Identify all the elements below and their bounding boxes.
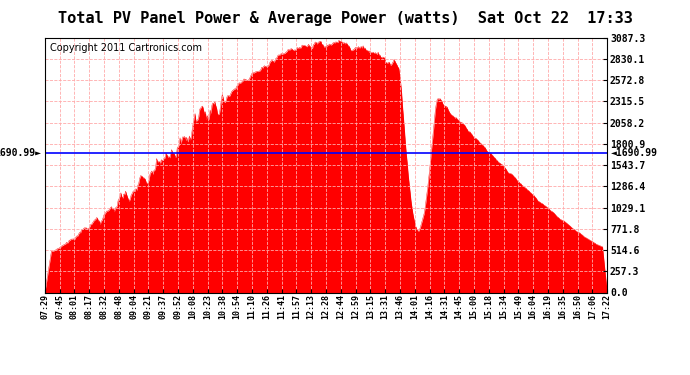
Text: 1690.99►: 1690.99► xyxy=(0,148,41,158)
Text: Copyright 2011 Cartronics.com: Copyright 2011 Cartronics.com xyxy=(50,43,202,52)
Text: ◄1690.99: ◄1690.99 xyxy=(611,148,658,158)
Text: Total PV Panel Power & Average Power (watts)  Sat Oct 22  17:33: Total PV Panel Power & Average Power (wa… xyxy=(57,11,633,26)
